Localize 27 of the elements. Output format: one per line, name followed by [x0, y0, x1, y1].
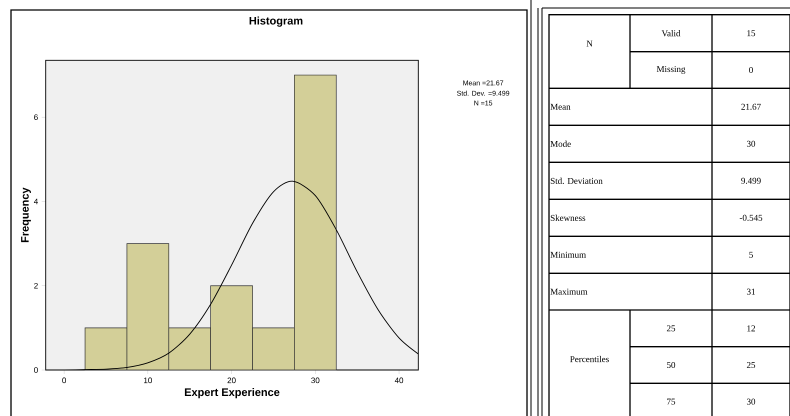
text: Skewness [550, 214, 586, 221]
y-axis-title: Frequency [21, 188, 31, 242]
text: Std. Deviation [550, 178, 603, 184]
text: 25 [666, 325, 676, 332]
text: Maximum [550, 288, 588, 295]
x-axis-title: Expert Experience [184, 388, 280, 398]
text: 30 [746, 398, 756, 405]
text: 9.499 [741, 178, 761, 184]
chart-title: Histogram [250, 16, 302, 27]
text: Minimum [550, 252, 586, 258]
text: 21.67 [741, 104, 761, 110]
text: 5 [749, 252, 753, 258]
text: N [586, 40, 593, 46]
text: 12 [747, 325, 755, 332]
text: 75 [667, 398, 676, 405]
text: Mean [550, 104, 570, 110]
text: 25 [746, 362, 756, 368]
text: 15 [747, 30, 756, 36]
text: Percentiles [570, 356, 609, 362]
text: 31 [746, 288, 755, 295]
text: 50 [667, 362, 676, 368]
text: Valid [662, 30, 680, 36]
text: Missing [656, 66, 686, 74]
text: 0 [749, 66, 753, 74]
text: 30 [746, 140, 756, 147]
text: -0.545 [740, 214, 762, 221]
text: Mode [550, 140, 571, 147]
